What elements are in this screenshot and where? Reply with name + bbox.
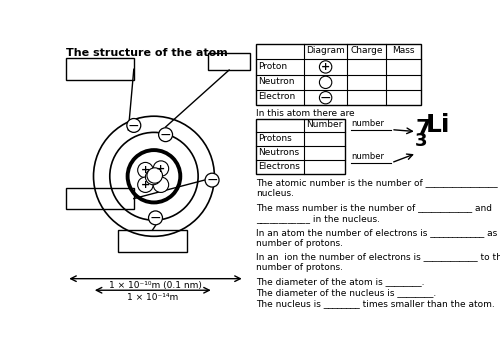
Text: −: − [150,211,162,225]
Text: +: + [156,164,166,174]
Text: Number: Number [306,120,342,129]
Text: Protons: Protons [258,134,292,143]
Text: nucleus.: nucleus. [256,189,294,198]
Bar [256,119,344,174]
Text: Neutrons: Neutrons [258,148,300,157]
Text: −: − [320,91,332,105]
Circle shape [138,177,153,192]
Text: The structure of the atom: The structure of the atom [66,48,228,58]
Text: +: + [141,165,150,175]
Text: Neutron: Neutron [258,77,295,86]
Text: Electrons: Electrons [258,162,300,171]
Text: Electron: Electron [258,92,296,101]
Text: In an atom the number of electrons is ____________ as the: In an atom the number of electrons is __… [256,228,500,237]
Text: The diameter of the atom is ________.: The diameter of the atom is ________. [256,277,425,286]
Circle shape [320,92,332,104]
Text: −: − [160,128,172,142]
Circle shape [320,61,332,73]
Text: Li: Li [426,113,450,137]
Text: 1 × 10⁻¹⁴m: 1 × 10⁻¹⁴m [127,292,178,302]
Circle shape [138,162,153,178]
Circle shape [158,128,172,142]
Text: Proton: Proton [258,62,288,71]
Bar [66,58,134,80]
Circle shape [205,173,219,187]
Bar [118,230,186,252]
Text: number: number [351,152,384,161]
Text: 3: 3 [415,132,428,150]
Bar [256,44,420,106]
Text: 1 × 10⁻¹⁰m (0.1 nm): 1 × 10⁻¹⁰m (0.1 nm) [109,281,202,290]
Circle shape [147,168,162,183]
Circle shape [146,169,161,185]
Text: number of protons.: number of protons. [256,239,343,248]
Circle shape [153,177,168,192]
Text: The diameter of the nucleus is ________.: The diameter of the nucleus is ________. [256,288,436,297]
Text: Mass: Mass [392,46,414,55]
Bar [66,188,134,209]
Bar [208,53,250,70]
Text: −: − [206,173,218,187]
Text: In an  ion the number of electrons is ____________ to the: In an ion the number of electrons is ___… [256,253,500,262]
Text: The mass number is the number of ____________ and: The mass number is the number of _______… [256,203,492,212]
Text: −: − [128,118,140,133]
Text: +: + [141,180,150,190]
Text: number of protons.: number of protons. [256,263,343,272]
Text: +: + [321,62,330,72]
Text: In this atom there are: In this atom there are [256,109,355,118]
Text: 7: 7 [415,119,430,139]
Circle shape [153,161,168,176]
Text: The atomic number is the number of ________________ in the: The atomic number is the number of _____… [256,179,500,188]
Text: Diagram: Diagram [306,46,345,55]
Circle shape [127,119,141,133]
Text: number: number [351,119,384,128]
Circle shape [320,76,332,89]
Circle shape [148,211,162,225]
Text: The nucleus is ________ times smaller than the atom.: The nucleus is ________ times smaller th… [256,299,495,308]
Text: Charge: Charge [350,46,382,55]
Text: ____________ in the nucleus.: ____________ in the nucleus. [256,214,380,223]
